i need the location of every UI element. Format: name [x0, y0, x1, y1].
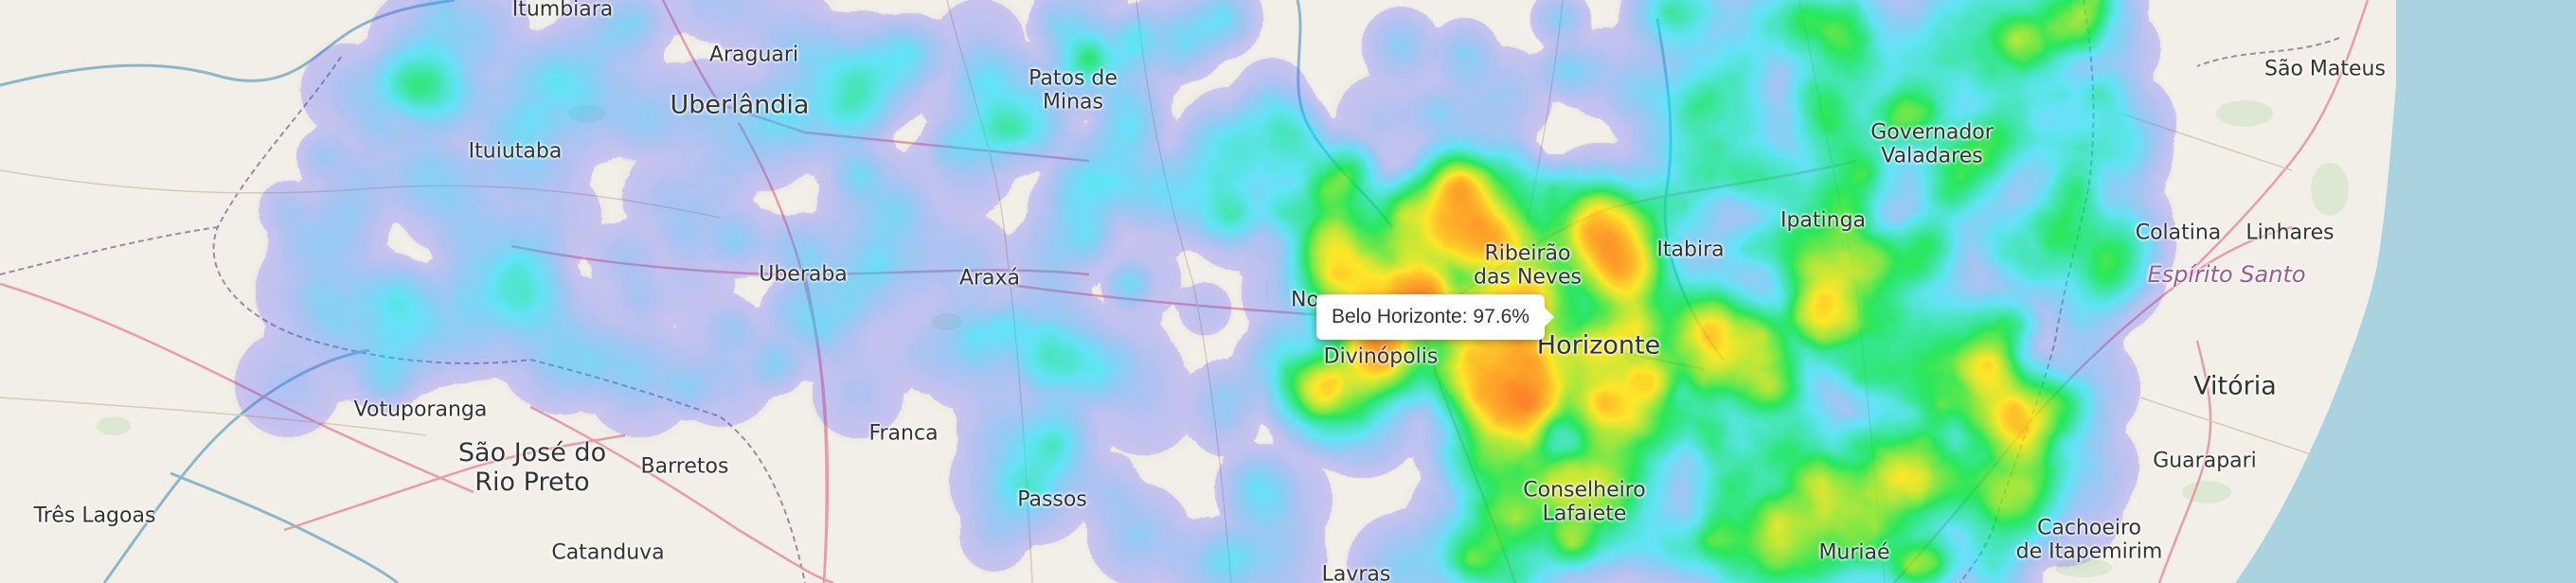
city-label-itabira: Itabira	[1656, 238, 1725, 262]
city-label-divinopolis: Divinópolis	[1323, 344, 1439, 369]
city-label-barretos: Barretos	[640, 454, 729, 479]
city-label-tres-lagoas: Três Lagoas	[33, 504, 156, 528]
city-label-uberaba: Uberaba	[759, 262, 848, 287]
city-label-ipatinga: Ipatinga	[1780, 208, 1867, 233]
city-label-no: No	[1291, 288, 1319, 312]
city-label-lavras: Lavras	[1321, 562, 1391, 583]
city-label-patos-de-minas: Patos de Minas	[1029, 66, 1118, 115]
city-label-guarapari: Guarapari	[2153, 449, 2257, 473]
city-label-catanduva: Catanduva	[551, 540, 665, 565]
city-label-ribeirao-das-neves: Ribeirão das Neves	[1474, 241, 1582, 290]
city-label-vitoria: Vitória	[2193, 371, 2277, 401]
state-label-espirito-santo: Espírito Santo	[2147, 261, 2306, 289]
city-label-araxa: Araxá	[958, 266, 1021, 291]
city-label-colatina: Colatina	[2135, 221, 2222, 245]
city-label-araguari: Araguari	[708, 43, 799, 67]
city-label-governador-valadares: Governador Valadares	[1870, 120, 1994, 168]
city-label-franca: Franca	[868, 421, 939, 446]
city-label-itumbiara: Itumbiara	[511, 0, 614, 22]
city-label-belo-horizonte: Horizonte	[1536, 330, 1661, 361]
tooltip-text: Belo Horizonte: 97.6%	[1332, 306, 1530, 327]
city-label-muriae: Muriaé	[1818, 540, 1890, 565]
city-label-votuporanga: Votuporanga	[353, 398, 488, 422]
city-label-linhares: Linhares	[2245, 221, 2334, 245]
city-label-passos: Passos	[1017, 487, 1087, 512]
city-label-cachoeiro-de-itapemirim: Cachoeiro de Itapemirim	[2015, 516, 2163, 564]
city-label-ituiutaba: Ituiutaba	[468, 139, 563, 164]
city-label-uberlandia: Uberlândia	[670, 90, 810, 120]
city-label-conselheiro-lafaiete: Conselheiro Lafaiete	[1523, 478, 1646, 526]
city-label-sao-jose-do-rio-preto: São José do Rio Preto	[457, 437, 607, 497]
city-label-sao-mateus: São Mateus	[2264, 57, 2386, 81]
tooltip: Belo Horizonte: 97.6%	[1316, 294, 1554, 340]
